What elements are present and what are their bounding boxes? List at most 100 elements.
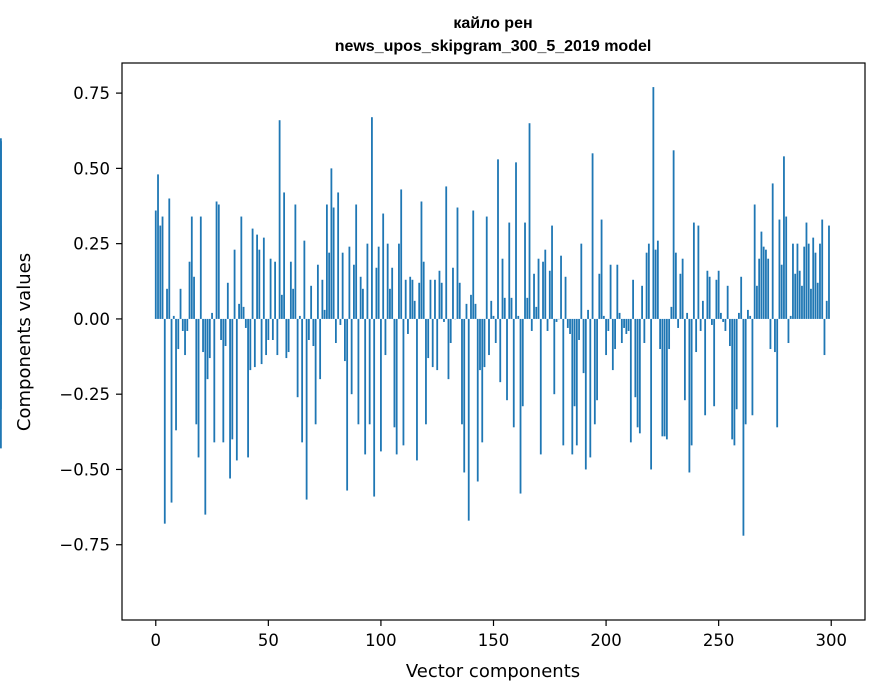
bar-146 [483, 318, 486, 368]
bar-286 [798, 270, 801, 319]
bar-271 [765, 249, 767, 319]
bar-86 [348, 246, 351, 319]
bar-82 [339, 318, 342, 325]
bar-184 [569, 318, 571, 334]
bar-88 [353, 264, 355, 319]
bar-128 [443, 318, 445, 322]
bar-231 [674, 252, 677, 319]
bar-108 [398, 243, 400, 319]
bar-undefined [0, 318, 2, 449]
y-tick-label: −0.75 [59, 536, 110, 555]
bar-266 [753, 204, 756, 319]
bar-250 [717, 270, 720, 319]
bar-19 [197, 318, 200, 458]
x-tick-label: 50 [258, 631, 279, 650]
bar-268 [758, 258, 761, 319]
bar-127 [440, 282, 443, 319]
y-tick-label: 0.25 [73, 235, 110, 254]
bar-29 [220, 318, 222, 340]
bar-26 [213, 318, 216, 443]
bar-2 [159, 225, 162, 319]
bar-64 [298, 315, 301, 319]
bar-9 [175, 318, 177, 431]
bar-107 [395, 318, 398, 455]
bar-73 [319, 318, 322, 380]
y-axis-label: Components values [14, 253, 35, 431]
y-tick-label: 0.75 [73, 84, 110, 103]
bar-173 [544, 249, 547, 319]
bar-undefined [0, 246, 2, 319]
bar-178 [555, 318, 558, 322]
bar-220 [650, 318, 653, 470]
bar-111 [404, 279, 407, 319]
bar-246 [708, 276, 711, 319]
bar-291 [810, 288, 812, 319]
bar-89 [355, 204, 358, 319]
chart-title: кайло рен [453, 15, 532, 32]
bar-198 [600, 219, 603, 319]
bar-96 [371, 117, 373, 319]
bar-33 [229, 318, 231, 479]
bar-21 [202, 318, 204, 353]
bar-237 [688, 318, 691, 473]
bar-38 [240, 216, 243, 319]
bar-49 [265, 318, 267, 356]
bar-45 [256, 234, 258, 319]
bar-243 [701, 300, 704, 319]
bar-80 [334, 318, 337, 344]
bar-201 [607, 318, 610, 331]
bar-87 [350, 318, 353, 395]
bar-176 [551, 225, 553, 319]
bar-277 [778, 219, 781, 319]
bar-85 [346, 318, 349, 491]
bar-187 [575, 318, 578, 446]
bar-10 [177, 318, 180, 350]
bar-245 [706, 270, 709, 319]
bar-71 [314, 318, 317, 425]
bar-56 [280, 294, 283, 319]
bar-270 [762, 246, 765, 319]
bar-143 [476, 318, 479, 482]
bar-74 [321, 279, 324, 319]
x-tick-label: 100 [365, 631, 397, 650]
bar-189 [580, 243, 583, 319]
bar-118 [420, 201, 423, 319]
bar-278 [780, 264, 783, 319]
bar-50 [267, 318, 270, 340]
bar-6 [168, 198, 171, 319]
bar-195 [593, 318, 596, 425]
bar-12 [181, 318, 184, 331]
bar-125 [436, 318, 439, 371]
bar-263 [747, 309, 749, 319]
bar-23 [206, 318, 209, 380]
bar-5 [166, 288, 168, 319]
bar-32 [226, 282, 229, 319]
bar-142 [474, 303, 477, 319]
y-tick-label: −0.25 [59, 385, 110, 404]
bar-41 [247, 318, 249, 458]
bar-285 [796, 243, 799, 319]
bar-75 [323, 309, 326, 319]
bar-279 [783, 156, 785, 319]
bar-103 [386, 243, 389, 319]
bar-168 [533, 273, 535, 319]
bar-8 [172, 315, 175, 319]
bar-159 [512, 318, 515, 428]
plot-frame [121, 62, 866, 621]
bar-182 [564, 276, 567, 319]
bar-124 [434, 279, 436, 319]
bar-69 [310, 285, 313, 319]
bar-197 [598, 273, 601, 319]
x-tick-label: 150 [478, 631, 510, 650]
bar-223 [656, 240, 659, 319]
y-tick-label: 0.50 [73, 159, 110, 178]
x-tick-label: 300 [815, 631, 847, 650]
bar-105 [391, 267, 394, 319]
bar-230 [672, 150, 675, 319]
bar-281 [787, 318, 790, 344]
bar-17 [193, 276, 195, 319]
bar-273 [769, 318, 772, 350]
bar-141 [472, 210, 475, 319]
bar-122 [429, 279, 432, 319]
bar-131 [449, 318, 452, 344]
